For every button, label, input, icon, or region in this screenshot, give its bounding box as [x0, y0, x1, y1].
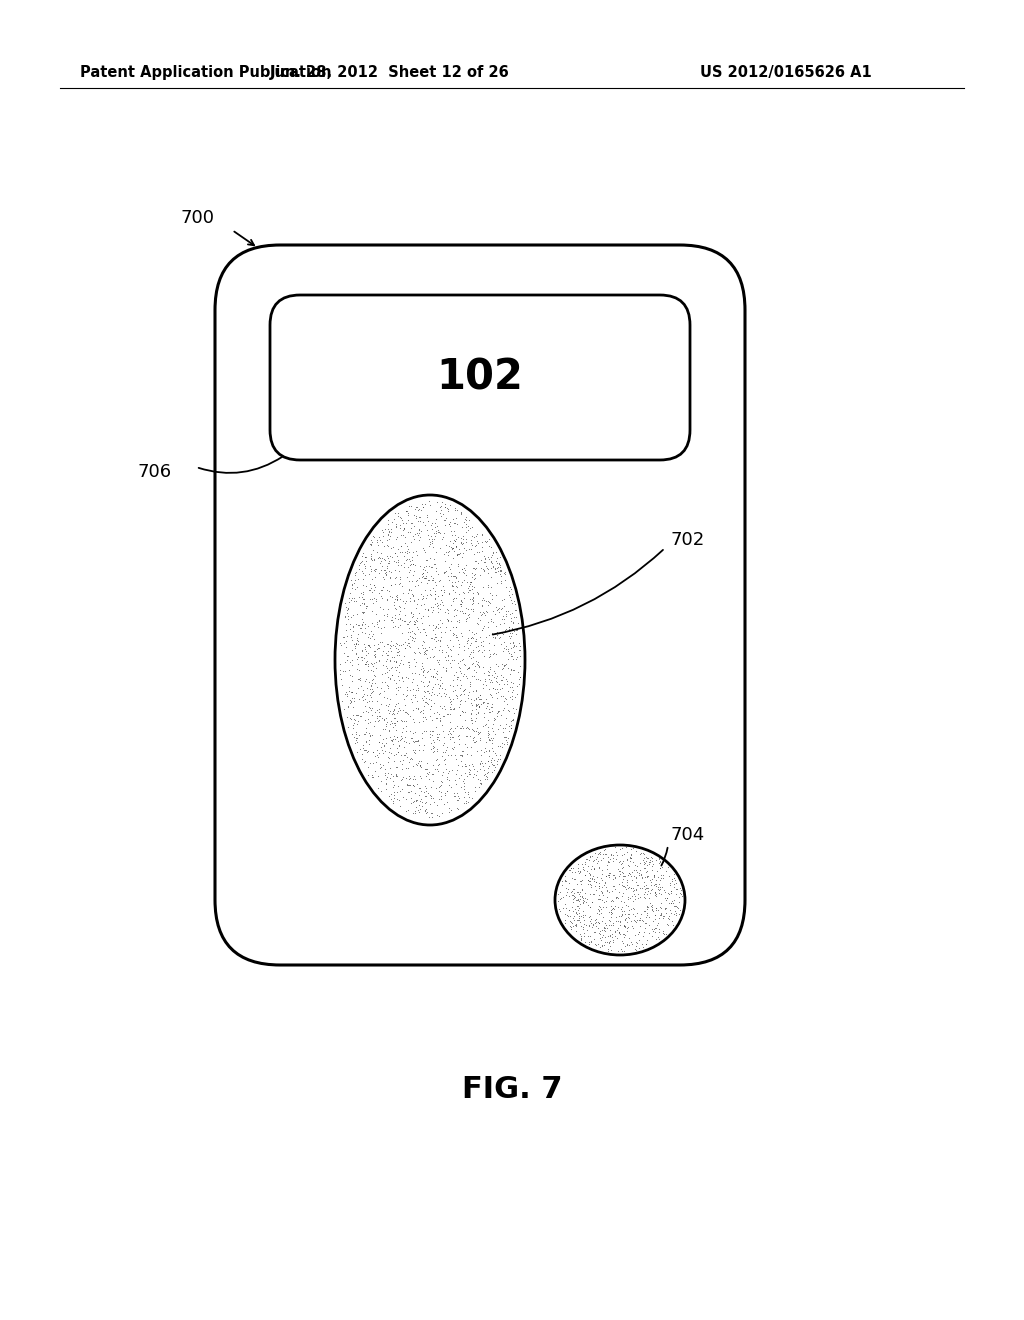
- Text: 706: 706: [138, 463, 172, 480]
- Text: 700: 700: [181, 209, 215, 227]
- Text: 704: 704: [670, 826, 705, 843]
- Text: FIG. 7: FIG. 7: [462, 1076, 562, 1105]
- Text: 102: 102: [436, 356, 523, 399]
- Text: 702: 702: [670, 531, 705, 549]
- Text: US 2012/0165626 A1: US 2012/0165626 A1: [700, 65, 871, 79]
- Text: Patent Application Publication: Patent Application Publication: [80, 65, 332, 79]
- FancyBboxPatch shape: [215, 246, 745, 965]
- FancyBboxPatch shape: [270, 294, 690, 459]
- Text: Jun. 28, 2012  Sheet 12 of 26: Jun. 28, 2012 Sheet 12 of 26: [270, 65, 510, 79]
